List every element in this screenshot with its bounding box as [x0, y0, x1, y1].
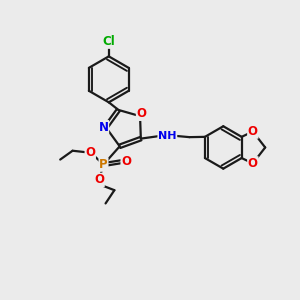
Text: O: O [248, 157, 258, 170]
Text: O: O [121, 155, 131, 168]
Text: O: O [136, 107, 146, 120]
Text: P: P [99, 158, 108, 171]
Text: O: O [248, 125, 258, 138]
Text: O: O [85, 146, 95, 159]
Text: O: O [94, 173, 104, 186]
Text: NH: NH [158, 131, 177, 141]
Text: N: N [98, 121, 109, 134]
Text: Cl: Cl [102, 35, 115, 48]
